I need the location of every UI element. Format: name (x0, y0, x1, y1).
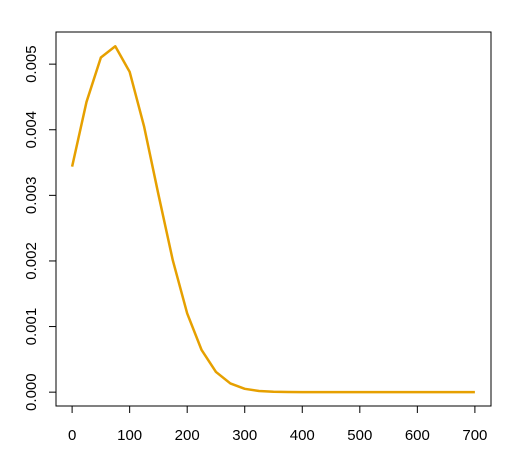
x-tick-label: 500 (347, 427, 372, 444)
x-tick-label: 600 (405, 427, 430, 444)
x-tick-label: 0 (68, 427, 76, 444)
x-tick-label: 700 (462, 427, 487, 444)
plot-frame (55, 31, 492, 407)
y-tick-label: 0.001 (23, 308, 40, 346)
y-tick-label: 0.002 (23, 242, 40, 280)
y-tick-label: 0.004 (23, 111, 40, 149)
y-tick-label: 0.000 (23, 373, 40, 411)
x-tick-label: 100 (117, 427, 142, 444)
x-tick-label: 200 (175, 427, 200, 444)
x-tick-label: 300 (232, 427, 257, 444)
y-tick-label: 0.003 (23, 177, 40, 215)
line (70, 45, 475, 394)
y-tick-label: 0.005 (23, 45, 40, 83)
x-tick-label: 400 (290, 427, 315, 444)
